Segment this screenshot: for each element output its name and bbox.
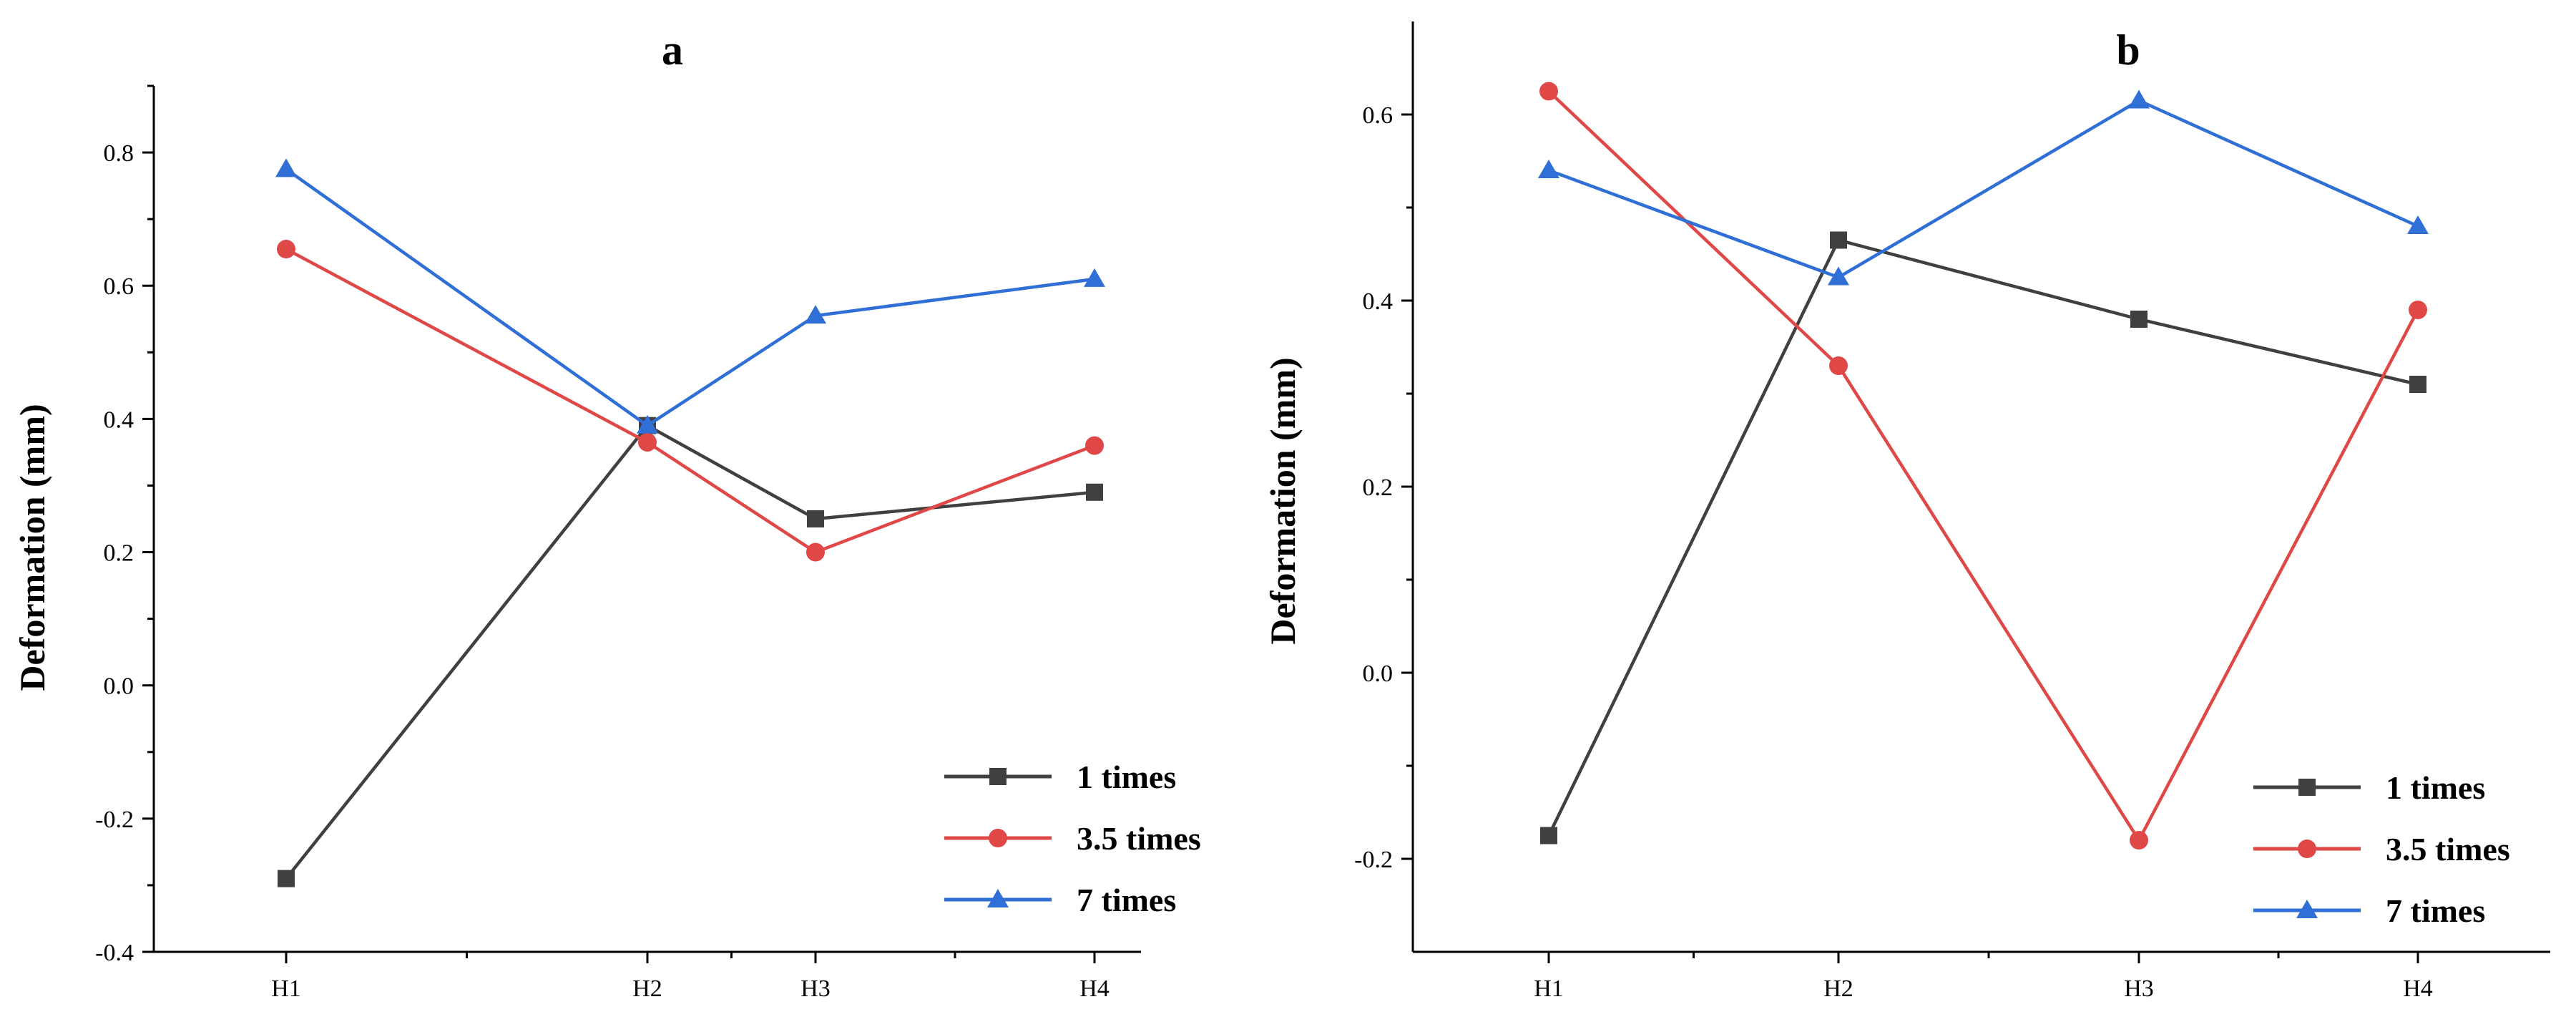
data-point-7-times — [637, 414, 658, 434]
series-line-1-times — [285, 423, 1095, 880]
y-axis-label: Deformation (mm) — [1263, 357, 1303, 644]
data-point-1-times — [1830, 231, 1847, 249]
y-tick-label: 0.8 — [104, 140, 134, 167]
data-point-3-5-times — [1085, 436, 1104, 455]
data-point-3-5-times — [2409, 301, 2427, 319]
chart-title: b — [2116, 26, 2140, 74]
x-tick-label: H3 — [2124, 975, 2154, 1002]
data-point-3-5-times — [806, 542, 825, 562]
data-point-7-times — [275, 158, 297, 177]
chart-title: a — [662, 26, 683, 74]
x-tick-label: H1 — [271, 975, 301, 1002]
y-axis-label: Deformation (mm) — [12, 404, 52, 691]
data-point-1-times — [807, 510, 824, 527]
x-tick-label: H2 — [632, 975, 662, 1002]
data-point-3-5-times — [2130, 831, 2148, 850]
y-tick-label: 0.6 — [1363, 102, 1394, 129]
legend-label-3-5-times: 3.5 times — [2386, 831, 2510, 867]
data-point-1-times — [1540, 827, 1557, 845]
y-tick-label: 0.4 — [1363, 288, 1394, 315]
x-tick-label: H1 — [1534, 975, 1564, 1002]
x-tick-label: H4 — [2403, 975, 2433, 1002]
data-point-7-times — [805, 305, 826, 324]
chart-a: -0.4 -0.2 0.0 0.2 0.4 0.6 0.8 H1 H2 H3 H4 a Deformat… — [12, 26, 1201, 1002]
legend-marker-1-times — [989, 768, 1007, 785]
data-point-3-5-times — [277, 240, 295, 259]
y-tick-label: 0.2 — [104, 540, 134, 567]
y-tick-label: -0.2 — [95, 807, 134, 833]
data-point-1-times — [2130, 311, 2148, 328]
x-tick-label: H4 — [1079, 975, 1110, 1002]
y-tick-label: 0.6 — [104, 273, 134, 300]
data-point-1-times — [2409, 376, 2426, 393]
legend-label-1-times: 1 times — [2386, 769, 2485, 806]
data-point-7-times — [2128, 89, 2150, 109]
series-line-3-5-times — [285, 248, 1095, 555]
legend-marker-3-5-times — [989, 829, 1007, 847]
data-point-7-times — [1084, 268, 1105, 287]
legend-label-7-times: 7 times — [1077, 882, 1176, 918]
data-point-3-5-times — [1539, 82, 1558, 101]
series-line-7-times — [285, 167, 1095, 428]
legend-label-1-times: 1 times — [1077, 759, 1176, 795]
series-line-1-times — [1547, 238, 2419, 837]
chart-b: -0.2 0.0 0.2 0.4 0.6 H1 H2 H3 H4 b Deformation (mm… — [1263, 21, 2550, 1002]
legend-label-7-times: 7 times — [2386, 892, 2485, 929]
legend-marker-7-times — [2296, 900, 2318, 918]
y-tick-label: 0.0 — [1363, 661, 1394, 687]
data-point-7-times — [1828, 266, 1849, 286]
data-point-3-5-times — [1829, 356, 1848, 375]
data-point-7-times — [2407, 215, 2429, 234]
data-point-1-times — [278, 870, 295, 887]
x-tick-label: H2 — [1823, 975, 1853, 1002]
x-tick-label: H3 — [800, 975, 831, 1002]
legend-marker-1-times — [2298, 779, 2316, 796]
y-tick-label: 0.4 — [104, 407, 134, 433]
data-point-3-5-times — [638, 432, 657, 452]
legend-marker-3-5-times — [2298, 839, 2316, 858]
y-tick-label: 0.0 — [104, 673, 134, 700]
data-point-1-times — [1086, 483, 1103, 501]
legend-label-3-5-times: 3.5 times — [1077, 820, 1201, 857]
y-tick-label: 0.2 — [1363, 474, 1394, 501]
series-line-3-5-times — [1547, 89, 2419, 844]
legend-marker-7-times — [987, 889, 1009, 907]
series-line-7-times — [1548, 98, 2419, 279]
y-tick-label: -0.4 — [95, 940, 134, 966]
data-point-7-times — [1538, 160, 1559, 178]
y-tick-label: -0.2 — [1354, 847, 1393, 873]
